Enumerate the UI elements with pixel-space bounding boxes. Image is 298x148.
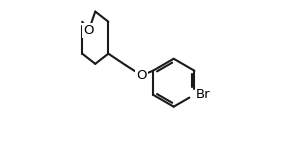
Text: Br: Br (196, 88, 211, 101)
Text: O: O (136, 69, 147, 82)
Text: O: O (83, 24, 94, 37)
